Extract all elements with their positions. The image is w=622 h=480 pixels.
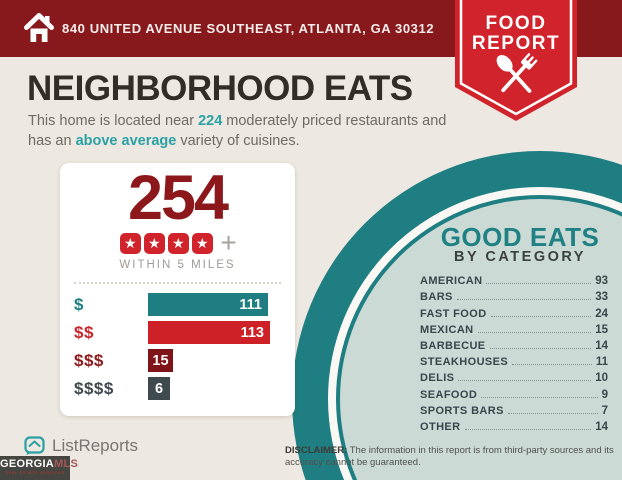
price-bar: 15 (148, 349, 173, 372)
category-value: 9 (601, 388, 608, 401)
category-list: AMERICAN 93 BARS 33 FAST FOOD 24 MEXICAN 15 BARB… (420, 271, 608, 433)
price-bar-row: $$ 113 (74, 321, 281, 344)
category-value: 11 (595, 356, 608, 369)
price-bar-value: 113 (240, 324, 264, 341)
good-eats-subtitle: BY CATEGORY (454, 249, 586, 265)
category-row: AMERICAN 93 (420, 271, 608, 287)
disclaimer-text: DISCLAIMER: The information in this repo… (285, 445, 615, 469)
price-bar-chart: $111 $$ 113 $$$ 15 $$$$ 6 (74, 293, 281, 400)
price-bar-row: $$$$ 6 (74, 377, 281, 400)
dotted-divider (74, 282, 281, 284)
food-report-badge: FOOD REPORT (455, 0, 577, 124)
category-leader (477, 331, 592, 333)
category-leader (486, 283, 592, 285)
category-row: STEAKHOUSES 11 (420, 352, 608, 368)
house-icon (24, 12, 54, 50)
price-bar-value: 111 (239, 296, 262, 313)
georgiamls-logo: GEORGIAMLS REAL ESTATE SERVICES (0, 456, 78, 480)
price-label: $$$ (74, 350, 104, 370)
category-value: 33 (595, 291, 608, 304)
price-bar: 6 (148, 377, 170, 400)
georgiamls-tagline: REAL ESTATE SERVICES (5, 470, 65, 475)
price-bar: 113 (148, 321, 270, 344)
good-eats-title: GOOD EATS (440, 222, 600, 252)
category-label: DELIS (420, 372, 455, 385)
category-row: BARBECUE 14 (420, 336, 608, 352)
highlight-text: above average (75, 132, 177, 149)
category-leader (507, 412, 598, 414)
summary-card: 254 ★ ★ ★ ★ + WITHIN 5 MILES $111 $$ 113 $$$ 15 $… (60, 163, 295, 416)
category-value: 10 (595, 372, 608, 385)
category-leader (456, 299, 592, 301)
star-icon: ★ (143, 232, 165, 254)
category-label: MEXICAN (420, 323, 474, 336)
utensils-icon (496, 53, 538, 93)
price-bar-value: 6 (154, 380, 164, 397)
star-icon: ★ (119, 232, 141, 254)
category-leader (490, 315, 592, 317)
category-label: FAST FOOD (420, 307, 487, 320)
address-text: 840 UNITED AVENUE SOUTHEAST, ATLANTA, GA… (62, 21, 435, 36)
category-label: AMERICAN (420, 275, 483, 288)
listreports-logo: ListReports (24, 436, 138, 456)
intro-text: This home is located near 224 moderately… (28, 112, 466, 151)
price-label: $$ (74, 322, 94, 342)
price-bar-row: $111 (74, 293, 281, 316)
total-count: 254 (127, 163, 229, 233)
price-label: $ (74, 294, 84, 314)
intro-pre: This home is located near (28, 113, 199, 129)
category-label: STEAKHOUSES (420, 356, 509, 369)
category-label: OTHER (420, 420, 461, 433)
disclaimer-label: DISCLAIMER: (285, 445, 348, 456)
category-label: SPORTS BARS (420, 404, 504, 417)
category-label: BARBECUE (420, 339, 486, 352)
category-value: 14 (595, 420, 608, 433)
price-bar: 111 (148, 293, 268, 316)
badge-ribbon-shape (455, 0, 577, 121)
radius-caption: WITHIN 5 MILES (119, 259, 236, 271)
georgiamls-name: GEORGIA (0, 458, 55, 470)
category-row: SEAFOOD 9 (420, 384, 608, 401)
price-bar-row: $$$ 15 (74, 349, 281, 372)
georgiamls-mls: MLS (54, 458, 79, 470)
restaurant-count: 224 (198, 113, 223, 129)
page-title: NEIGHBORHOOD EATS (27, 69, 413, 108)
category-leader (512, 364, 592, 366)
badge-title-line2: REPORT (471, 33, 561, 54)
category-leader (464, 428, 592, 430)
category-value: 7 (601, 404, 608, 417)
category-value: 24 (595, 307, 608, 320)
category-label: SEAFOOD (420, 388, 478, 401)
category-value: 14 (595, 339, 608, 352)
category-row: DELIS 10 (420, 368, 608, 384)
category-row: FAST FOOD 24 (420, 303, 608, 320)
disclaimer-body: The information in this report is from t… (285, 445, 614, 468)
category-row: MEXICAN 15 (420, 320, 608, 336)
price-bar-value: 15 (152, 352, 169, 369)
intro-post: variety of cuisines. (176, 132, 300, 149)
category-leader (489, 347, 592, 349)
category-label: BARS (420, 291, 453, 304)
rating-stars: ★ ★ ★ ★ + (74, 227, 281, 258)
category-value: 93 (595, 275, 608, 288)
category-row: BARS 33 (420, 287, 608, 303)
price-label: $$$$ (74, 378, 114, 398)
star-icon: ★ (167, 232, 189, 254)
listreports-icon (24, 436, 45, 455)
category-row: SPORTS BARS 7 (420, 401, 608, 417)
category-value: 15 (595, 323, 608, 336)
intro-mid: moderately priced restaurants and has an (28, 113, 447, 149)
plus-sign: + (220, 227, 237, 258)
category-row: OTHER 14 (420, 417, 608, 433)
star-icon: ★ (191, 232, 213, 254)
category-leader (458, 380, 592, 382)
listreports-text: ListReports (52, 436, 138, 455)
category-leader (481, 396, 598, 398)
badge-title-line1: FOOD (485, 13, 547, 34)
